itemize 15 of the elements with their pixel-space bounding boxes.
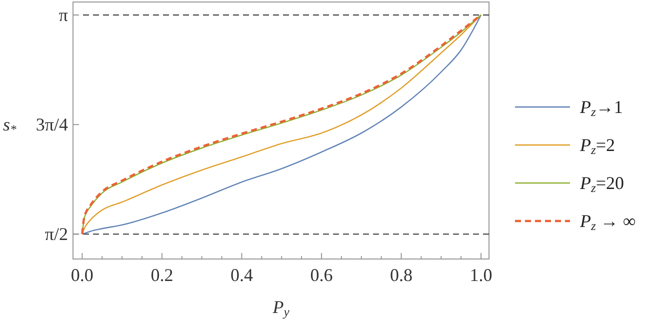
y-tick-label: 3π/4: [36, 114, 68, 135]
legend-label: P$_{z}$→1: [579, 97, 623, 120]
x-tick-label: 1.0: [470, 265, 492, 285]
legend-label: P$_{z}$=2: [579, 135, 616, 158]
x-tick-label: 0.6: [310, 265, 333, 285]
x-tick-label: 0.4: [230, 265, 253, 285]
legend-label: P$_{z}$=20: [579, 173, 624, 196]
x-tick-label: 0.2: [150, 265, 174, 285]
x-axis-title: P$_{y}$: [272, 297, 290, 320]
y-tick-label: π/2: [44, 224, 68, 244]
x-tick-label: 0.0: [70, 265, 94, 285]
legend-label: P$_{z}$ → ∞: [579, 211, 636, 234]
x-tick-label: 0.8: [390, 265, 413, 285]
y-axis-title: s$_{*}$: [3, 114, 18, 137]
y-tick-label: π: [58, 5, 68, 26]
